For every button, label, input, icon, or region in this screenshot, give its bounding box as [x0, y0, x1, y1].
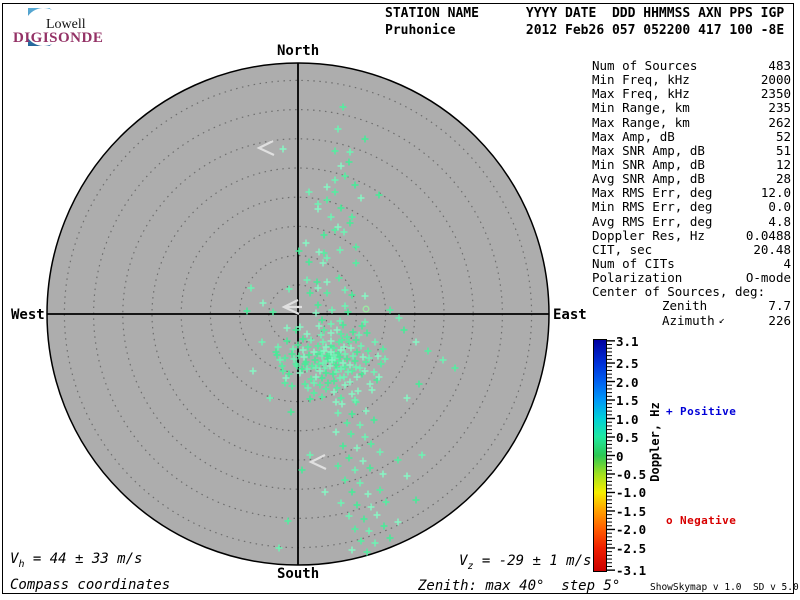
colorbar-axis-label: Doppler, Hz [648, 402, 662, 482]
stats-value: 28 [775, 171, 791, 187]
stats-row: Min Range, km 235 [592, 101, 791, 115]
colorbar-tick-label: 1.0 [616, 411, 639, 427]
colorbar-ticks [607, 340, 615, 571]
stats-value: 12.0 [760, 185, 791, 201]
stats-value: 4.8 [768, 213, 791, 229]
stats-label: Num of CITs [592, 255, 675, 271]
colorbar-tick-label: -1.5 [616, 503, 647, 519]
stats-row: Zenith 7.7 [592, 299, 791, 313]
legend-negative: o Negative [666, 514, 737, 527]
stats-label: Max Amp, dB [592, 128, 675, 144]
colorbar-tick-label: -0.5 [616, 466, 647, 482]
compass-label-south: South [277, 566, 320, 582]
negative-source-marker [362, 305, 370, 313]
stats-value: O-mode [745, 270, 791, 286]
horizontal-velocity-value: Vh = 44 ± 33 m/s [10, 551, 143, 570]
stats-row: Max RMS Err, deg 12.0 [592, 186, 791, 200]
stats-value: 52 [775, 128, 791, 144]
vertical-velocity-value: Vz = -29 ± 1 m/s [459, 553, 592, 572]
logo-digisonde-text: DIGISONDE [13, 30, 104, 46]
stats-label: Zenith [662, 298, 708, 314]
colorbar-tick-label: 3.1 [616, 333, 639, 349]
stats-value [765, 285, 791, 299]
stats-label: Max RMS Err, deg [592, 185, 713, 201]
stats-label: Num of Sources [592, 58, 698, 73]
logo-lowell-text: Lowell [46, 17, 86, 32]
colorbar-tick-label: 1.5 [616, 393, 639, 409]
positive-source-markers [243, 103, 459, 556]
stats-row: Max Freq, kHz 2350 [592, 87, 791, 101]
compass-label-east: East [553, 307, 587, 323]
stats-value: 262 [768, 114, 791, 130]
compass-label-north: North [277, 43, 320, 59]
stats-row: Center of Sources, deg: [592, 285, 791, 299]
doppler-colorbar [593, 339, 607, 572]
stats-row: Max SNR Amp, dB 51 [592, 142, 791, 158]
lowell-digisonde-logo: Lowell DIGISONDE [10, 6, 140, 48]
stats-row: Num of CITs 4 [592, 255, 791, 271]
stats-label: Avg SNR Amp, dB [592, 171, 705, 187]
stats-value: 7.7 [768, 298, 791, 314]
colorbar-tick-label: -3.1 [616, 563, 647, 579]
drift-arrows [256, 140, 327, 470]
legend-positive: + Positive [666, 405, 737, 418]
stats-label: Avg RMS Err, deg [592, 213, 713, 229]
stats-row: Polarization O-mode [592, 270, 791, 286]
coordinates-mode-label: Compass coordinates [10, 577, 171, 593]
colorbar-tick-label: 0 [616, 448, 624, 464]
colorbar-tick-label: 2.5 [616, 356, 639, 372]
stats-row: CIT, sec 20.48 [592, 241, 791, 257]
stats-label: CIT, sec [592, 241, 653, 257]
stats-label: Max SNR Amp, dB [592, 142, 705, 158]
header-columns: STATION NAME YYYY DATE DDD HHMMSS AXN PP… [385, 6, 785, 21]
stats-row: Min RMS Err, deg 0.0 [592, 200, 791, 214]
stats-label: Min Range, km [592, 100, 690, 116]
stats-label: Min SNR Amp, dB [592, 156, 705, 172]
stats-row: Num of Sources 483 [592, 58, 791, 73]
stats-value: 483 [768, 58, 791, 73]
colorbar-tick-label: 2.0 [616, 374, 639, 390]
header-values: Pruhonice 2012 Feb26 057 052200 417 100 … [385, 23, 785, 38]
version-label: ShowSkymap v 1.0 SD v 5.0 [650, 582, 799, 593]
colorbar-tick-label: -2.0 [616, 522, 647, 538]
stats-label: Min RMS Err, deg [592, 199, 713, 215]
stats-label: Max Freq, kHz [592, 86, 690, 102]
stats-label: Min Freq, kHz [592, 72, 690, 88]
stats-row: Avg RMS Err, deg 4.8 [592, 213, 791, 229]
stats-value: 2000 [760, 72, 791, 88]
stats-label: Max Range, km [592, 114, 690, 130]
page-border [2, 3, 794, 594]
stats-value: 235 [768, 100, 791, 116]
stats-value: 226 [768, 312, 791, 328]
zenith-range-note: Zenith: max 40° step 5° [418, 578, 621, 594]
colorbar-tick-label: -1.0 [616, 485, 647, 501]
azimuth-direction-icon: ↙ [718, 314, 725, 326]
stats-row: Min Freq, kHz 2000 [592, 72, 791, 88]
stats-row: Azimuth ↙ 226 [592, 312, 791, 328]
stats-value: 20.48 [753, 241, 791, 257]
stats-label: Center of Sources, deg: [592, 284, 766, 300]
stats-value: 0.0488 [745, 227, 791, 243]
stats-value: 4 [783, 255, 791, 271]
stats-label: Azimuth [662, 312, 715, 328]
stats-panel: Num of Sources 483 Min Freq, kHz 2000 Max Fr… [592, 58, 791, 328]
stats-row: Doppler Res, Hz 0.0488 [592, 227, 791, 243]
stats-value: 0.0 [768, 199, 791, 215]
stats-row: Max Range, km 262 [592, 114, 791, 130]
stats-value: 51 [775, 142, 791, 158]
stats-value: 12 [775, 156, 791, 172]
stats-row: Min SNR Amp, dB 12 [592, 156, 791, 172]
stats-label: Doppler Res, Hz [592, 227, 705, 243]
stats-label: Polarization [592, 270, 683, 286]
stats-value: 2350 [760, 86, 791, 102]
stats-row: Avg SNR Amp, dB 28 [592, 171, 791, 187]
colorbar-tick-label: 0.5 [616, 430, 639, 445]
compass-label-west: West [11, 307, 45, 323]
crescent-logo-icon [28, 8, 52, 46]
stats-row: Max Amp, dB 52 [592, 128, 791, 144]
colorbar-tick-label: -2.5 [616, 540, 647, 556]
